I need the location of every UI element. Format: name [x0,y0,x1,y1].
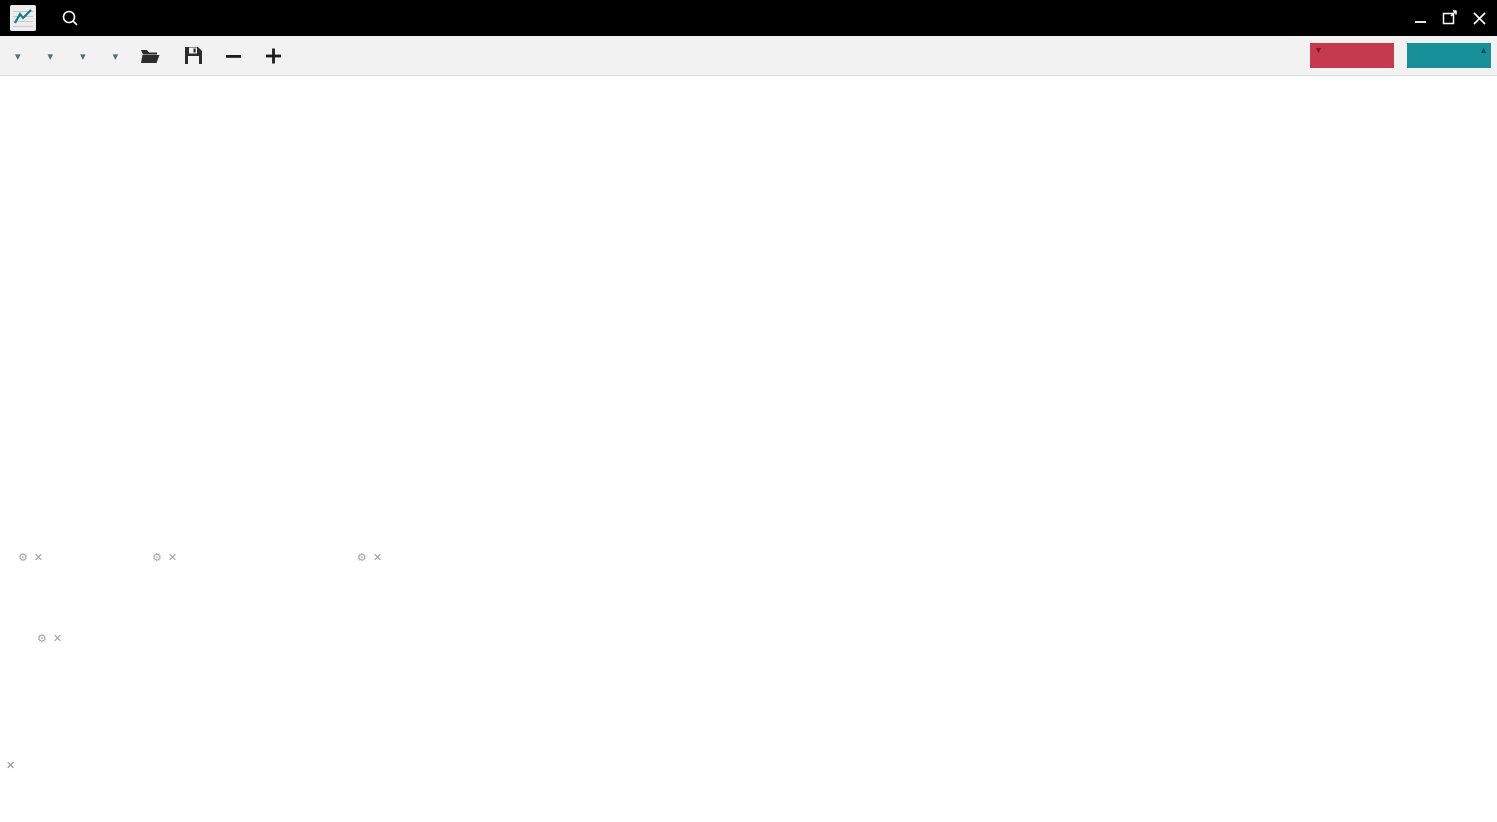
menu-display[interactable]: ▾ [75,49,86,63]
open-folder-icon[interactable] [140,47,162,64]
menu-technical[interactable]: ▾ [43,49,54,63]
gear-icon[interactable]: ⚙ [37,633,47,645]
save-icon[interactable] [184,46,203,65]
chevron-down-icon: ▾ [15,51,21,63]
zoom-in-button[interactable] [265,47,283,65]
remove-indicator-icon[interactable]: ✕ [372,552,383,564]
ask-price-badge: ▲ [1407,43,1491,68]
popout-button[interactable] [1442,10,1458,26]
indicator-candle-patterns: ⚙ ✕ [6,551,43,564]
remove-indicator-icon[interactable]: ✕ [167,552,178,564]
arrow-down-icon: ▼ [1314,45,1323,55]
remove-indicator-icon[interactable]: ✕ [52,633,63,645]
title-bar [0,0,1497,36]
app-logo-icon [10,5,36,31]
chevron-down-icon: ▾ [80,51,86,63]
chevron-down-icon: ▾ [112,51,119,63]
indicator-rsi: ⚙ ✕ [25,632,62,645]
menu-daily[interactable]: ▾ [10,49,21,63]
toolbar: ▾ ▾ ▾ ▾ ▼ [0,36,1497,76]
minimize-button[interactable] [1414,11,1428,25]
gear-icon[interactable]: ⚙ [18,552,28,564]
close-button[interactable] [1472,11,1487,26]
remove-indicator-icon[interactable]: ✕ [33,552,44,564]
chevron-down-icon: ▾ [47,51,54,63]
zoom-out-button[interactable] [225,47,243,65]
indicator-pro-trends: ⚙ ✕ [140,551,177,564]
arrow-up-icon: ▲ [1479,45,1488,55]
gear-icon[interactable]: ⚙ [152,552,162,564]
search-icon[interactable] [61,9,79,27]
bid-price-badge: ▼ [1310,43,1394,68]
overview-close-icon[interactable]: ✕ [6,760,16,772]
menu-more[interactable]: ▾ [108,49,119,63]
gear-icon[interactable]: ⚙ [357,552,367,564]
indicator-vwap: ⚙ ✕ [345,551,382,564]
